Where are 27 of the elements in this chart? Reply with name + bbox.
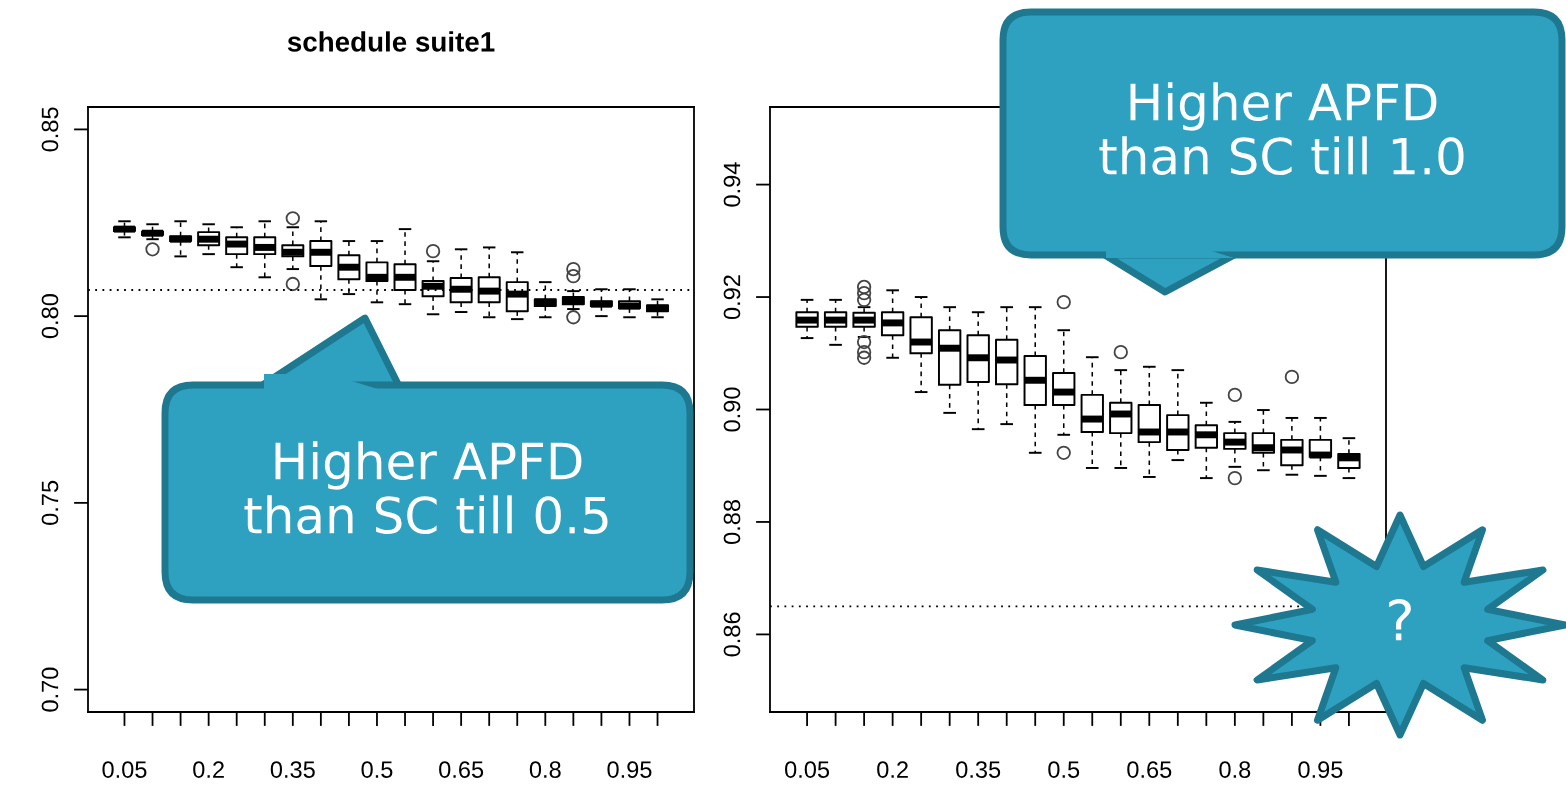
x-tick-label: 0.65	[1127, 761, 1172, 778]
x-tick-label: 0.05	[785, 761, 830, 778]
x-tick-label: 0.05	[102, 761, 147, 778]
annotation: Higher APFD than SC till 1.0	[1099, 82, 1464, 176]
y-tick-label: 0.88	[723, 500, 741, 545]
y-tick-label: 0.94	[723, 162, 741, 207]
x-tick-label: 0.65	[439, 761, 484, 778]
annotation: Higher APFD than SC till 0.5	[244, 441, 608, 535]
text: ?	[1389, 599, 1411, 641]
x-tick-label: 0.8	[1219, 761, 1251, 778]
y-tick-label: 0.85	[41, 107, 59, 152]
y-tick-label: 0.92	[723, 275, 741, 320]
y-tick-label: 0.75	[41, 480, 59, 525]
x-tick-label: 0.95	[1298, 761, 1343, 778]
x-tick-label: 0.8	[529, 761, 561, 778]
x-tick-label: 0.35	[270, 761, 315, 778]
x-tick-label: 0.2	[193, 761, 224, 778]
y-tick-label: 0.86	[723, 612, 741, 657]
x-tick-label: 0.5	[1048, 761, 1080, 778]
y-tick-label: 0.90	[723, 387, 741, 432]
chart-title: schedule suite1	[287, 31, 495, 52]
x-tick-label: 0.95	[607, 761, 652, 778]
x-tick-label: 0.35	[956, 761, 1001, 778]
y-tick-label: 0.80	[41, 294, 59, 339]
x-tick-label: 0.2	[877, 761, 908, 778]
x-tick-label: 0.5	[361, 761, 393, 778]
y-tick-label: 0.70	[41, 667, 59, 712]
